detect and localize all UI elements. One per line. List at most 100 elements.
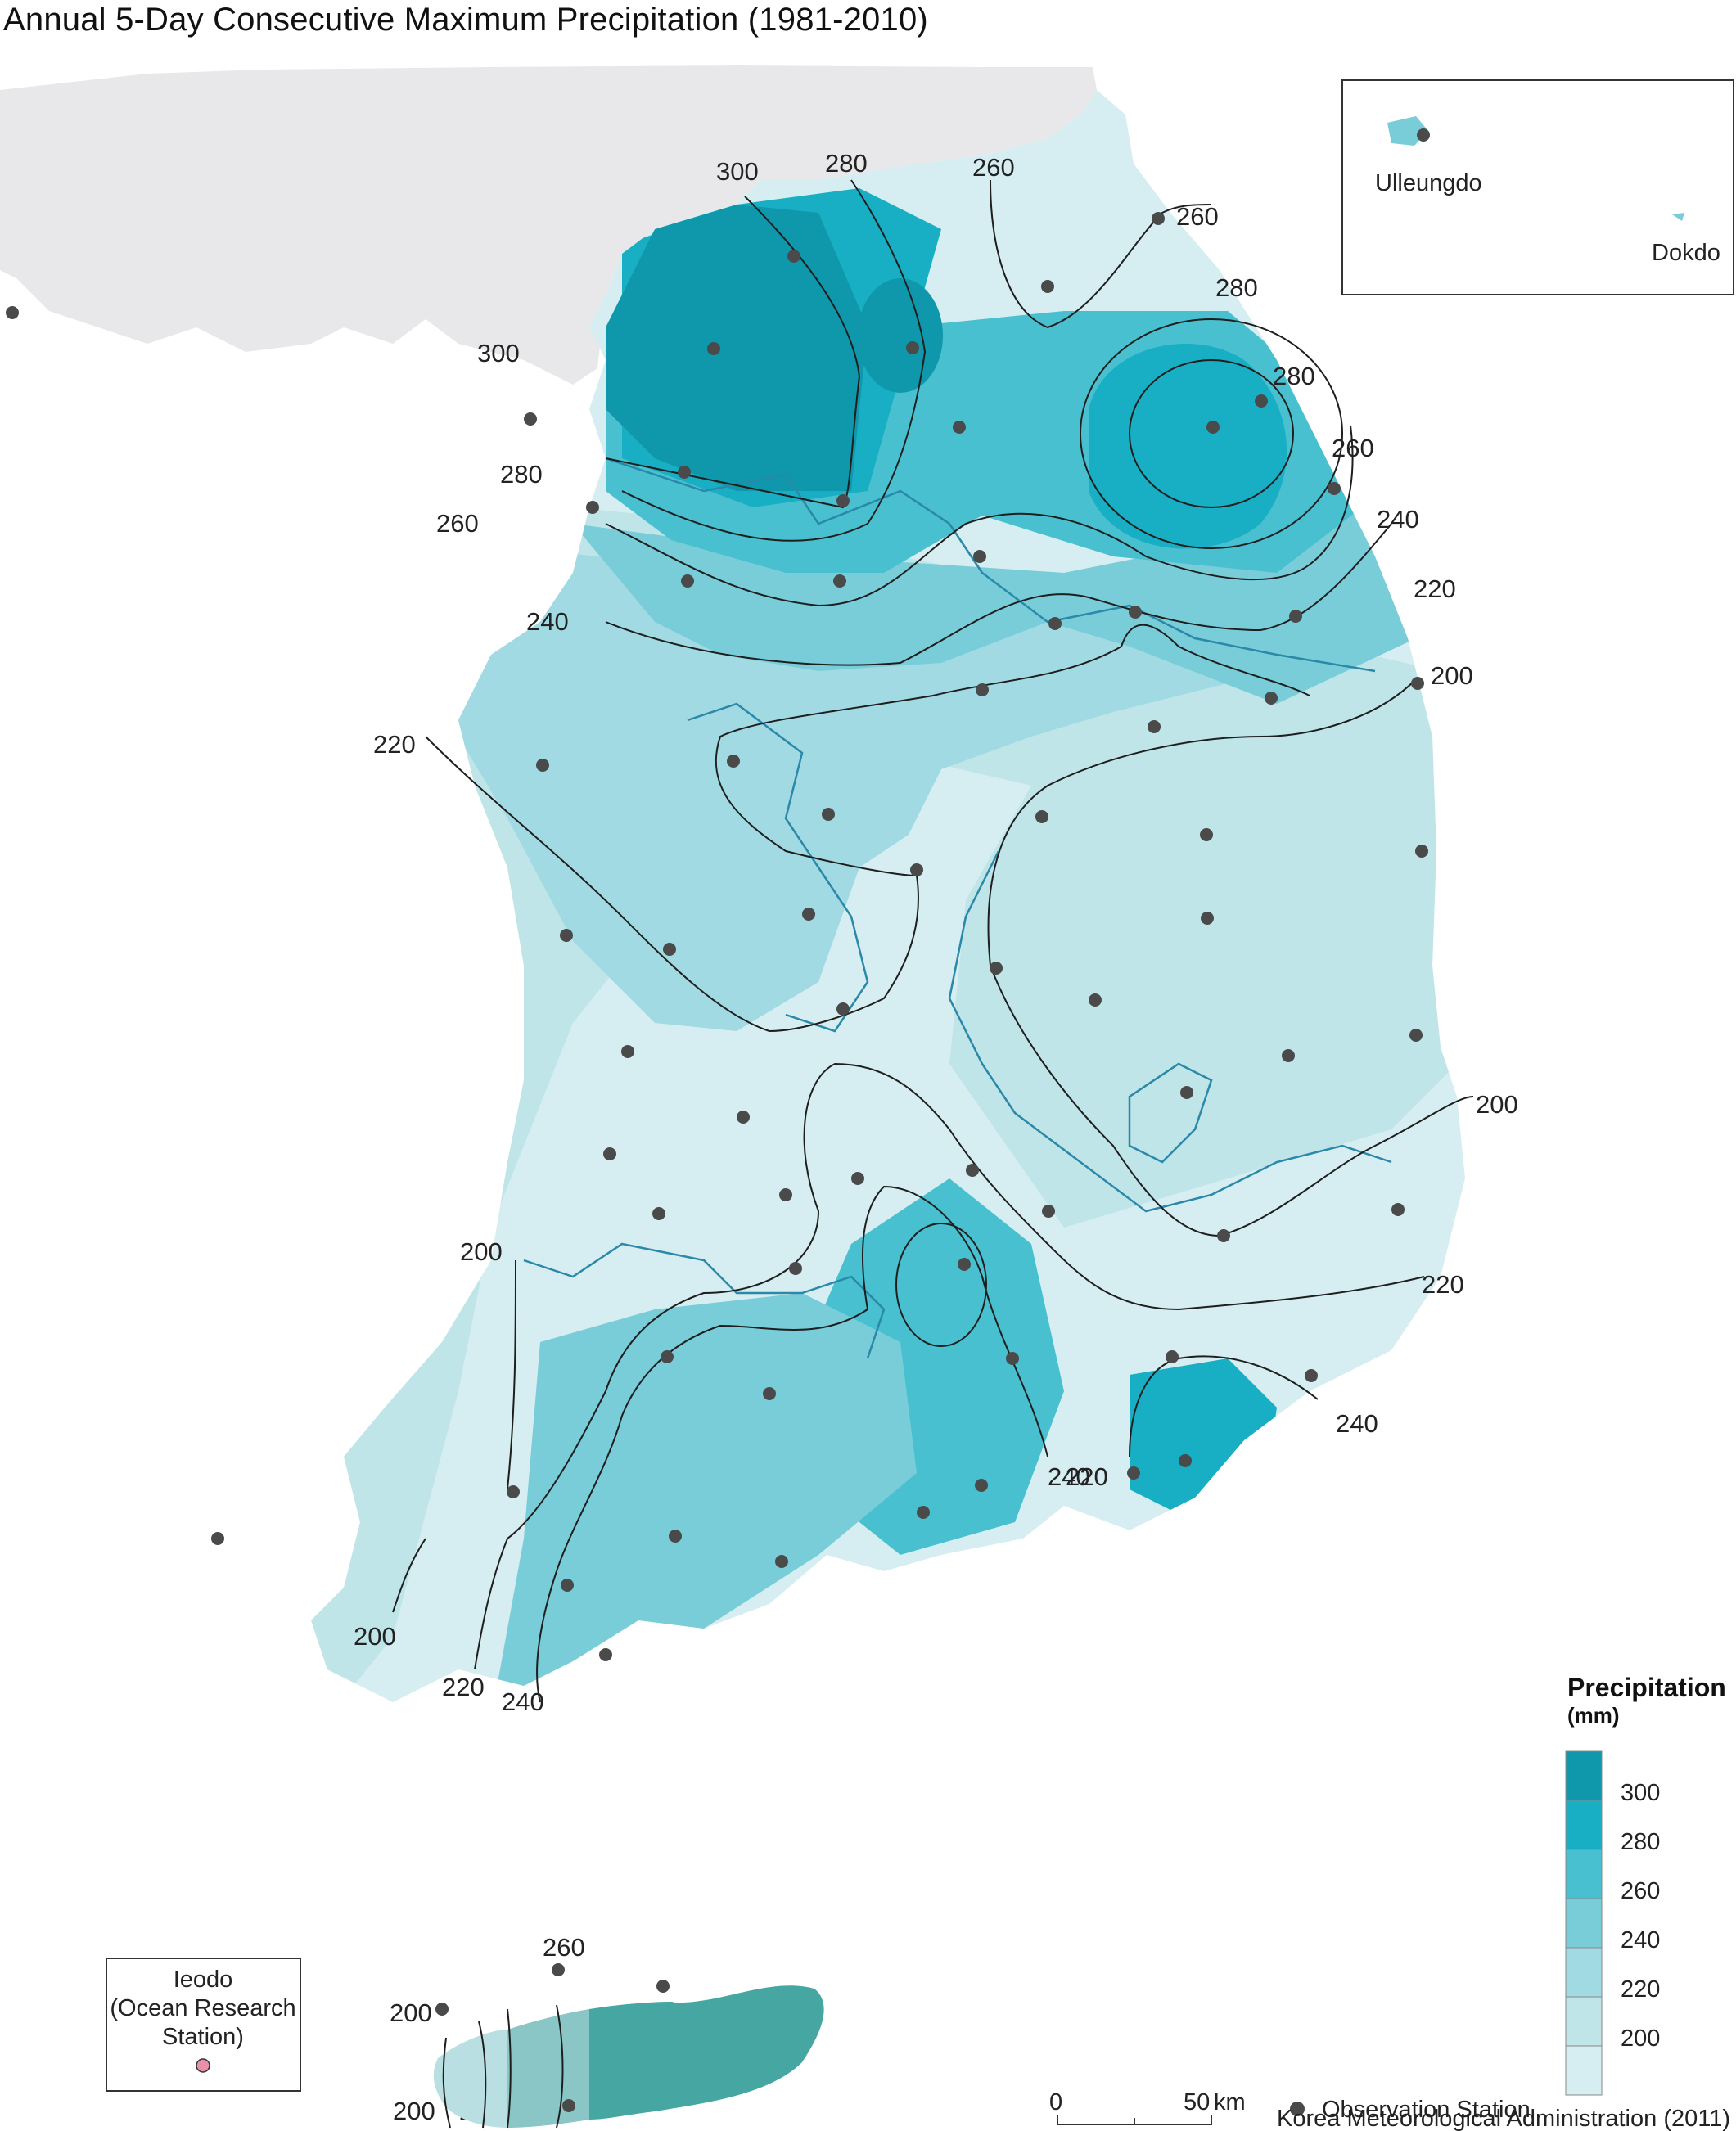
province-border-5 <box>1128 1062 1213 1164</box>
station-dot <box>1201 912 1214 925</box>
station-dots <box>6 212 1428 1661</box>
station-dot <box>906 341 919 354</box>
contour-label: 260 <box>1176 202 1219 231</box>
station-dot <box>507 1485 520 1498</box>
legend-level-label: 260 <box>1621 1878 1660 1904</box>
jeju-contour <box>442 2037 451 2129</box>
station-dot <box>1289 610 1302 623</box>
station-dot <box>737 1111 750 1124</box>
station-dot <box>1129 606 1142 619</box>
legend-level-label: 280 <box>1621 1829 1660 1855</box>
contour-260-southeast <box>895 1223 987 1347</box>
legend-swatch-300 <box>1565 1750 1603 1801</box>
legend-swatch-below <box>1565 2045 1603 2096</box>
station-dot <box>910 863 923 876</box>
contour-label: 260 <box>543 1933 585 1962</box>
contour-200-west <box>507 1259 516 1490</box>
station-dot <box>1265 692 1278 705</box>
zone-220 <box>458 540 1408 1031</box>
scale-bar-line <box>1057 2115 1212 2125</box>
legend-swatch-260 <box>1565 1849 1603 1899</box>
dokdo-label: Dokdo <box>1652 240 1720 266</box>
station-dot <box>775 1555 788 1568</box>
station-dot <box>763 1387 776 1400</box>
station-dot <box>435 2003 449 2016</box>
province-border-4 <box>523 1242 886 1359</box>
contour-label: 220 <box>1422 1270 1464 1299</box>
station-dot <box>536 759 549 772</box>
contour-label-group: 300 280 260 260 280 280 260 240 220 200 … <box>354 149 1518 2125</box>
station-dot <box>787 250 800 263</box>
province-border-3 <box>948 850 1392 1213</box>
station-dot <box>1166 1350 1179 1363</box>
station-dot <box>1391 1203 1405 1216</box>
jeju-west-zone <box>433 2030 507 2128</box>
station-dot <box>561 1579 574 1592</box>
station-dot <box>975 1479 988 1492</box>
station-dot <box>836 494 850 507</box>
province-border-1 <box>605 457 1376 673</box>
zone-300-patch <box>858 278 943 393</box>
contour-label: 240 <box>1336 1409 1378 1438</box>
station-dot <box>789 1262 802 1275</box>
station-dot <box>661 1350 674 1363</box>
zone-240 <box>573 491 1416 704</box>
contour-label: 280 <box>1215 273 1258 302</box>
station-dot <box>833 574 846 588</box>
contour-label: 220 <box>1066 1462 1108 1491</box>
station-dot <box>1200 828 1213 841</box>
station-dot <box>1305 1369 1318 1382</box>
contour-label: 260 <box>972 153 1015 182</box>
station-dot <box>1180 1086 1193 1099</box>
station-dot <box>1409 1029 1423 1042</box>
station-dot <box>6 306 19 319</box>
station-dot <box>552 1963 565 1976</box>
station-legend-dot <box>1290 2102 1305 2116</box>
jeju-contour <box>556 2004 564 2129</box>
station-dot <box>1206 421 1220 434</box>
contour-label: 200 <box>1476 1090 1518 1119</box>
station-dot <box>1089 993 1102 1007</box>
dokdo-island <box>1672 213 1684 221</box>
legend-swatches <box>1565 1750 1603 2096</box>
contour-label: 220 <box>1414 574 1456 603</box>
station-dot <box>779 1188 792 1201</box>
contour-label: 280 <box>1273 362 1315 390</box>
legend-level-label: 200 <box>1621 2025 1660 2052</box>
contour-label: 240 <box>526 607 569 636</box>
contour-label: 300 <box>477 339 520 367</box>
station-dot <box>1217 1229 1230 1242</box>
station-dot <box>1179 1454 1192 1467</box>
north-korea-land <box>0 65 1097 385</box>
station-dot <box>822 808 835 821</box>
contour-200-east <box>987 678 1474 1237</box>
station-dot <box>917 1506 930 1519</box>
station-dot <box>652 1207 665 1220</box>
contour-label: 200 <box>1431 661 1473 690</box>
ieodo-label: Ieodo <box>174 1967 233 1993</box>
station-dot <box>836 1002 850 1016</box>
station-dot <box>1048 617 1062 630</box>
station-dot <box>678 466 691 479</box>
station-dot <box>973 550 986 563</box>
contour-label: 220 <box>373 730 416 759</box>
station-dot <box>953 421 966 434</box>
contour-280-east <box>1080 318 1343 549</box>
contour-label: 200 <box>460 1237 503 1266</box>
ieodo-label: Station) <box>162 2024 244 2050</box>
zone-280-east <box>1089 344 1287 549</box>
station-dot <box>1255 394 1268 408</box>
legend-level-label: 300 <box>1621 1780 1660 1806</box>
contour-label: 240 <box>1048 1462 1090 1491</box>
station-dot <box>562 2099 575 2112</box>
source-credit: Korea Meteorological Administration (201… <box>1277 2106 1730 2131</box>
jeju-island <box>433 1963 824 2129</box>
zone-300 <box>606 205 868 491</box>
scale-zero-label: 0 <box>1049 2089 1062 2115</box>
ulleungdo-inset-box <box>1341 79 1734 295</box>
station-dot <box>707 342 720 355</box>
station-dot <box>958 1258 971 1271</box>
contour-label: 300 <box>716 157 759 186</box>
station-dot <box>681 574 694 588</box>
station-dot <box>1152 212 1165 225</box>
